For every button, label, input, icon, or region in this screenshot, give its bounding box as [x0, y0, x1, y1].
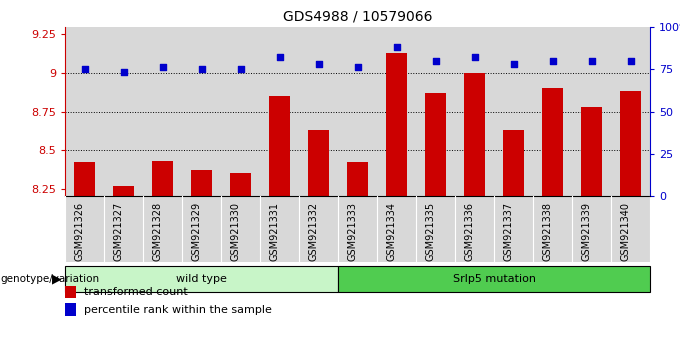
Text: GSM921338: GSM921338 [543, 202, 553, 261]
Bar [620, 91, 641, 196]
Point [80, 66, 90, 72]
Point [157, 64, 168, 70]
Point [625, 58, 636, 63]
Text: percentile rank within the sample: percentile rank within the sample [84, 305, 272, 315]
Text: transformed count: transformed count [84, 287, 188, 297]
Bar [581, 107, 602, 196]
Text: genotype/variation: genotype/variation [1, 274, 100, 284]
Bar [542, 88, 563, 196]
Point [391, 44, 402, 50]
Point [118, 70, 129, 75]
Point [547, 58, 558, 63]
Bar [230, 173, 252, 196]
Bar [503, 130, 524, 196]
Text: ▶: ▶ [52, 272, 62, 285]
Point [469, 54, 480, 60]
Bar [65, 266, 338, 292]
Point [313, 61, 324, 67]
Point [352, 64, 363, 70]
Bar [152, 161, 173, 196]
Text: GSM921331: GSM921331 [270, 202, 279, 261]
Title: GDS4988 / 10579066: GDS4988 / 10579066 [283, 10, 432, 24]
Point [508, 61, 519, 67]
Bar [269, 96, 290, 196]
Text: GSM921335: GSM921335 [426, 202, 436, 261]
Text: GSM921328: GSM921328 [153, 202, 163, 261]
Text: GSM921333: GSM921333 [347, 202, 358, 261]
Bar [338, 266, 650, 292]
Text: GSM921329: GSM921329 [192, 202, 202, 261]
Text: GSM921327: GSM921327 [114, 202, 124, 261]
Bar [113, 185, 135, 196]
Bar [65, 286, 75, 298]
Point [586, 58, 597, 63]
Point [274, 54, 285, 60]
Text: Srlp5 mutation: Srlp5 mutation [453, 274, 536, 284]
Text: GSM921340: GSM921340 [621, 202, 630, 261]
Text: GSM921332: GSM921332 [309, 202, 319, 261]
Point [430, 58, 441, 63]
Text: GSM921336: GSM921336 [464, 202, 475, 261]
Text: wild type: wild type [176, 274, 227, 284]
Text: GSM921337: GSM921337 [504, 202, 513, 261]
Bar [191, 170, 212, 196]
Bar [464, 73, 486, 196]
Text: GSM921326: GSM921326 [75, 202, 85, 261]
Bar [65, 303, 75, 316]
Point [235, 66, 246, 72]
Bar [425, 93, 446, 196]
Bar [386, 53, 407, 196]
Bar [74, 162, 95, 196]
Text: GSM921339: GSM921339 [581, 202, 592, 261]
Bar [308, 130, 329, 196]
Point [197, 66, 207, 72]
Bar [347, 162, 369, 196]
Text: GSM921334: GSM921334 [387, 202, 396, 261]
Text: GSM921330: GSM921330 [231, 202, 241, 261]
